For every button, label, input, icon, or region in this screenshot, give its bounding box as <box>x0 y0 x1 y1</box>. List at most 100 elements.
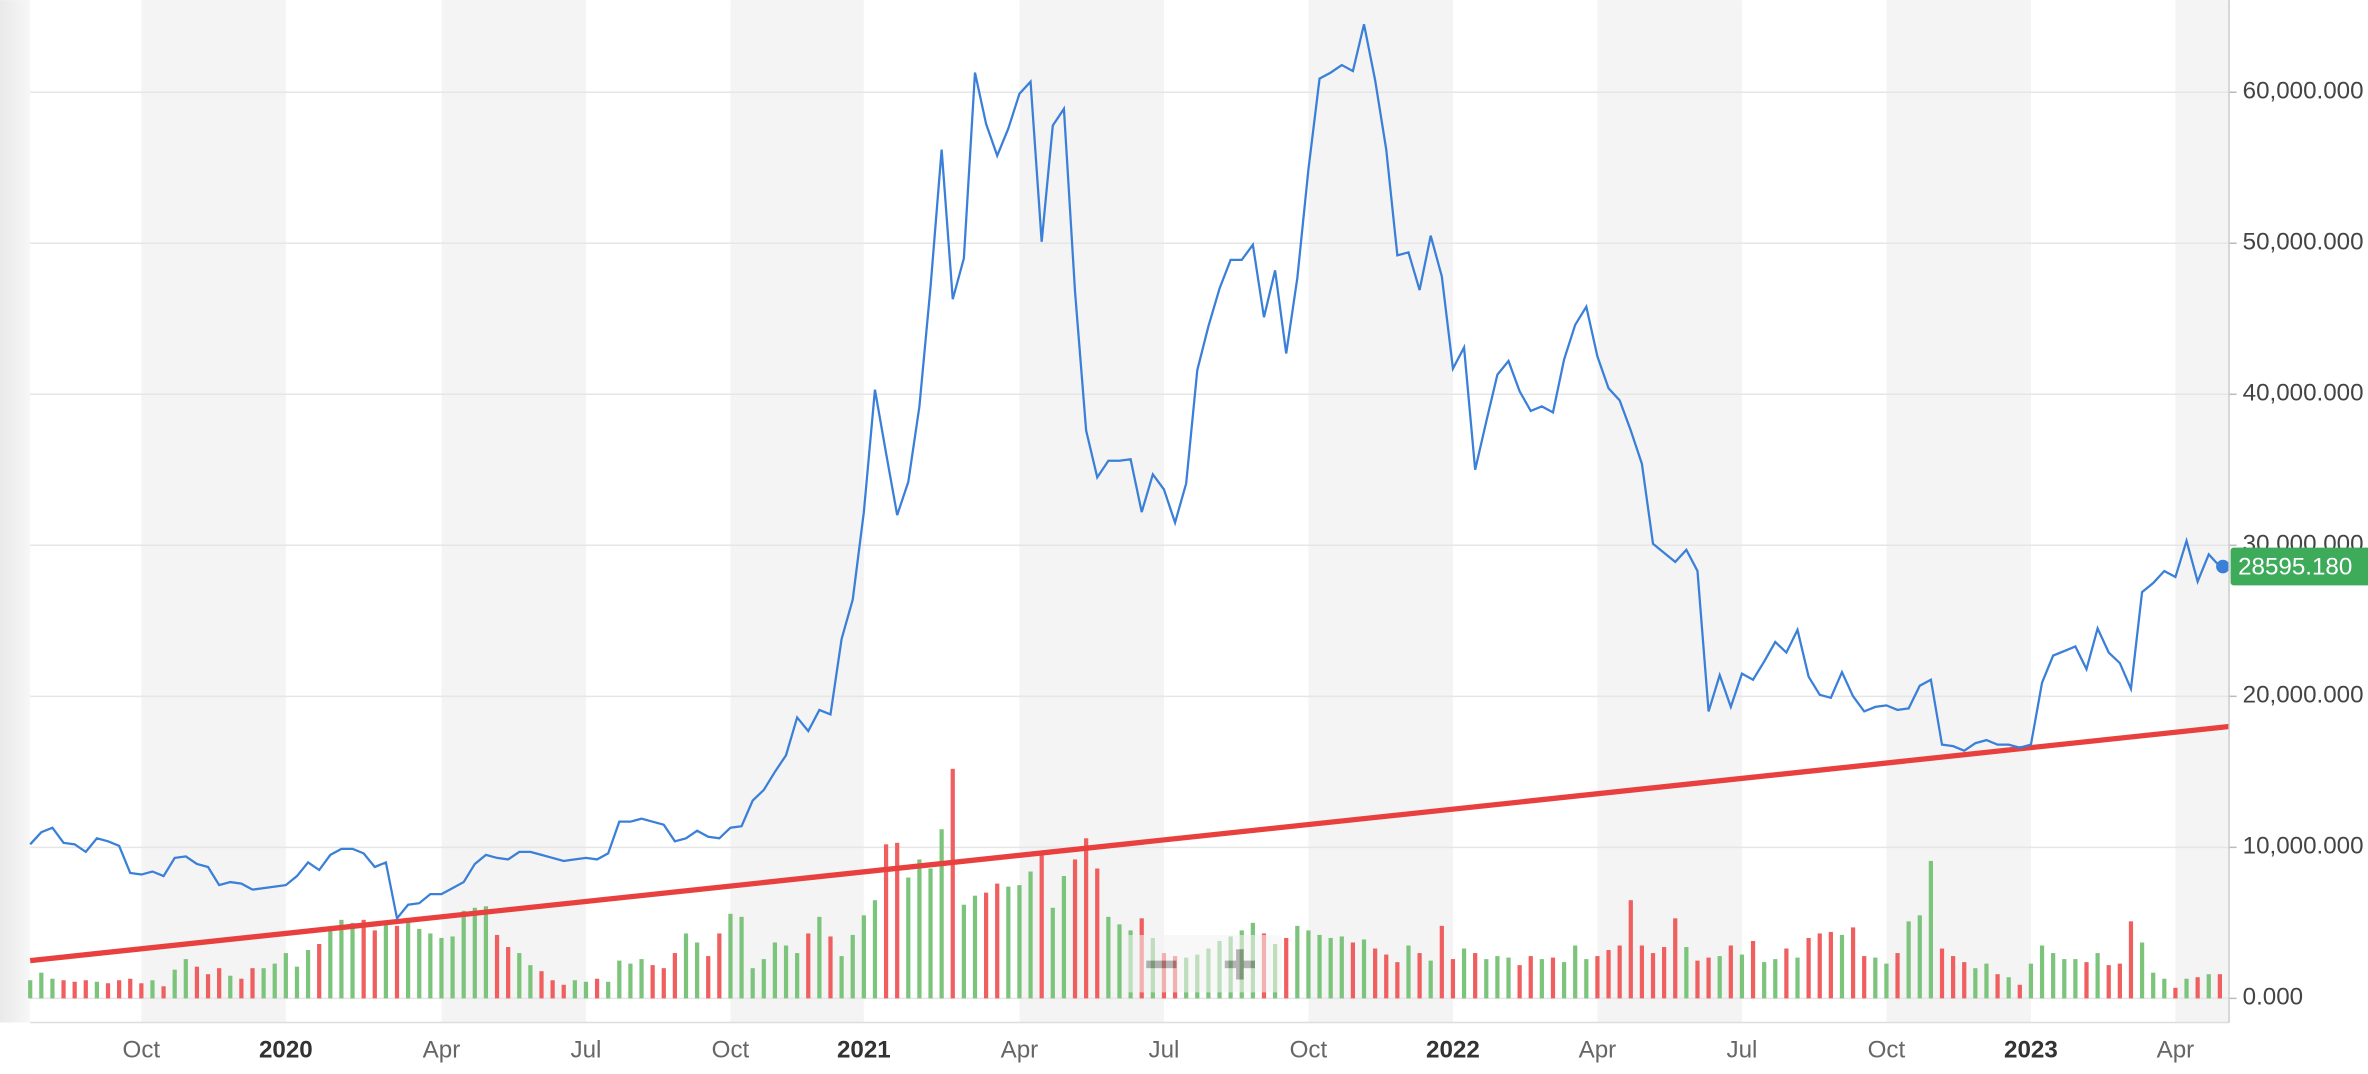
volume-bar <box>1862 956 1867 999</box>
volume-bar <box>1050 907 1055 999</box>
volume-bar <box>1306 930 1311 999</box>
volume-bar <box>261 968 266 999</box>
volume-bar <box>895 842 900 999</box>
volume-bar <box>1706 957 1711 999</box>
volume-bar <box>817 916 822 999</box>
volume-bar <box>861 915 866 999</box>
volume-bar <box>1361 939 1367 999</box>
volume-bar <box>961 904 966 999</box>
zoom-out[interactable] <box>1146 960 1177 969</box>
volume-bar <box>83 980 88 999</box>
x-tick-label: Oct <box>1290 1037 1328 1064</box>
volume-bar <box>406 918 411 999</box>
last-point <box>2216 559 2230 574</box>
volume-bar <box>1484 959 1489 999</box>
volume-bar <box>2173 987 2178 999</box>
volume-bar <box>506 947 511 999</box>
volume-bar <box>1806 937 1811 999</box>
volume-bar <box>1795 957 1800 999</box>
volume-bar <box>561 984 566 999</box>
volume-bar <box>828 936 833 999</box>
volume-bar <box>1573 945 1578 999</box>
volume-bar <box>1284 937 1289 999</box>
volume-bar <box>928 868 933 999</box>
volume-bar <box>661 968 666 999</box>
volume-bar <box>2006 977 2011 999</box>
x-tick-label: Oct <box>123 1037 161 1064</box>
volume-bar <box>383 922 389 999</box>
volume-bar <box>694 942 700 999</box>
volume-bar <box>606 981 611 999</box>
volume-bar <box>1695 960 1700 999</box>
volume-bar <box>1606 950 1611 999</box>
volume-bar <box>2062 959 2067 999</box>
volume-bar <box>1550 957 1556 999</box>
volume-bar <box>2195 977 2200 999</box>
volume-bar <box>850 934 855 999</box>
volume-bar <box>1095 868 1100 999</box>
volume-bar <box>1662 947 1667 999</box>
volume-bar <box>783 945 789 999</box>
volume-bar <box>1495 956 1500 999</box>
volume-bar <box>228 975 233 999</box>
volume-bar <box>1317 934 1322 999</box>
zoom-in[interactable] <box>1236 949 1244 980</box>
volume-bar <box>1928 860 1934 999</box>
volume-bar <box>139 983 144 999</box>
x-tick-label: Jul <box>1148 1037 1179 1064</box>
volume-bar <box>717 933 722 999</box>
volume-bar <box>1895 953 1900 999</box>
volume-bar <box>472 907 477 999</box>
volume-bar <box>1406 945 1411 999</box>
volume-bar <box>1973 968 1978 999</box>
volume-bar <box>1373 948 1378 999</box>
volume-bar <box>2139 942 2145 999</box>
volume-bar <box>2162 978 2167 999</box>
volume-bar <box>1962 962 1967 999</box>
volume-bar <box>2128 921 2134 999</box>
volume-bar <box>1906 921 1911 999</box>
volume-bar <box>283 953 288 999</box>
x-tick-label: 2021 <box>837 1037 891 1064</box>
volume-bar <box>628 963 633 999</box>
volume-bar <box>305 950 311 999</box>
volume-bar <box>1506 957 1511 999</box>
volume-bar <box>2217 974 2222 999</box>
x-tick-label: Jul <box>571 1037 602 1064</box>
volume-bar <box>272 963 277 999</box>
volume-bar <box>172 969 177 999</box>
volume-bar <box>2051 953 2056 999</box>
volume-bar <box>1684 947 1689 999</box>
shade-band <box>1886 0 2031 1023</box>
x-tick-label: Apr <box>1001 1037 1039 1064</box>
volume-bar <box>205 974 211 999</box>
volume-bar <box>528 965 533 999</box>
volume-bar <box>1295 925 1300 999</box>
volume-bar <box>728 913 733 999</box>
x-tick-label: 2023 <box>2004 1037 2058 1064</box>
x-tick-label: Apr <box>1579 1037 1617 1064</box>
shade-band <box>1308 0 1453 1023</box>
volume-bar <box>1728 945 1733 999</box>
volume-bar <box>1717 956 1722 999</box>
volume-bar <box>650 965 655 999</box>
volume-bar <box>72 981 77 999</box>
volume-bar <box>183 959 188 999</box>
volume-bar <box>50 978 55 999</box>
volume-bar <box>2151 972 2156 999</box>
volume-bar <box>1673 918 1678 999</box>
volume-bar <box>683 933 689 999</box>
volume-bar <box>2017 984 2022 999</box>
zoom-box <box>1122 934 1283 993</box>
volume-bar <box>2184 978 2189 999</box>
volume-bar <box>61 980 66 999</box>
y-tick-label: 60,000.000 <box>2243 78 2364 105</box>
zoom-control[interactable] <box>1122 934 1283 993</box>
current-badge <box>2230 547 2368 586</box>
y-tick-label: 20,000.000 <box>2243 682 2364 709</box>
volume-bar <box>2117 963 2122 999</box>
volume-bar <box>1884 963 1889 999</box>
volume-bar <box>1873 957 1878 999</box>
